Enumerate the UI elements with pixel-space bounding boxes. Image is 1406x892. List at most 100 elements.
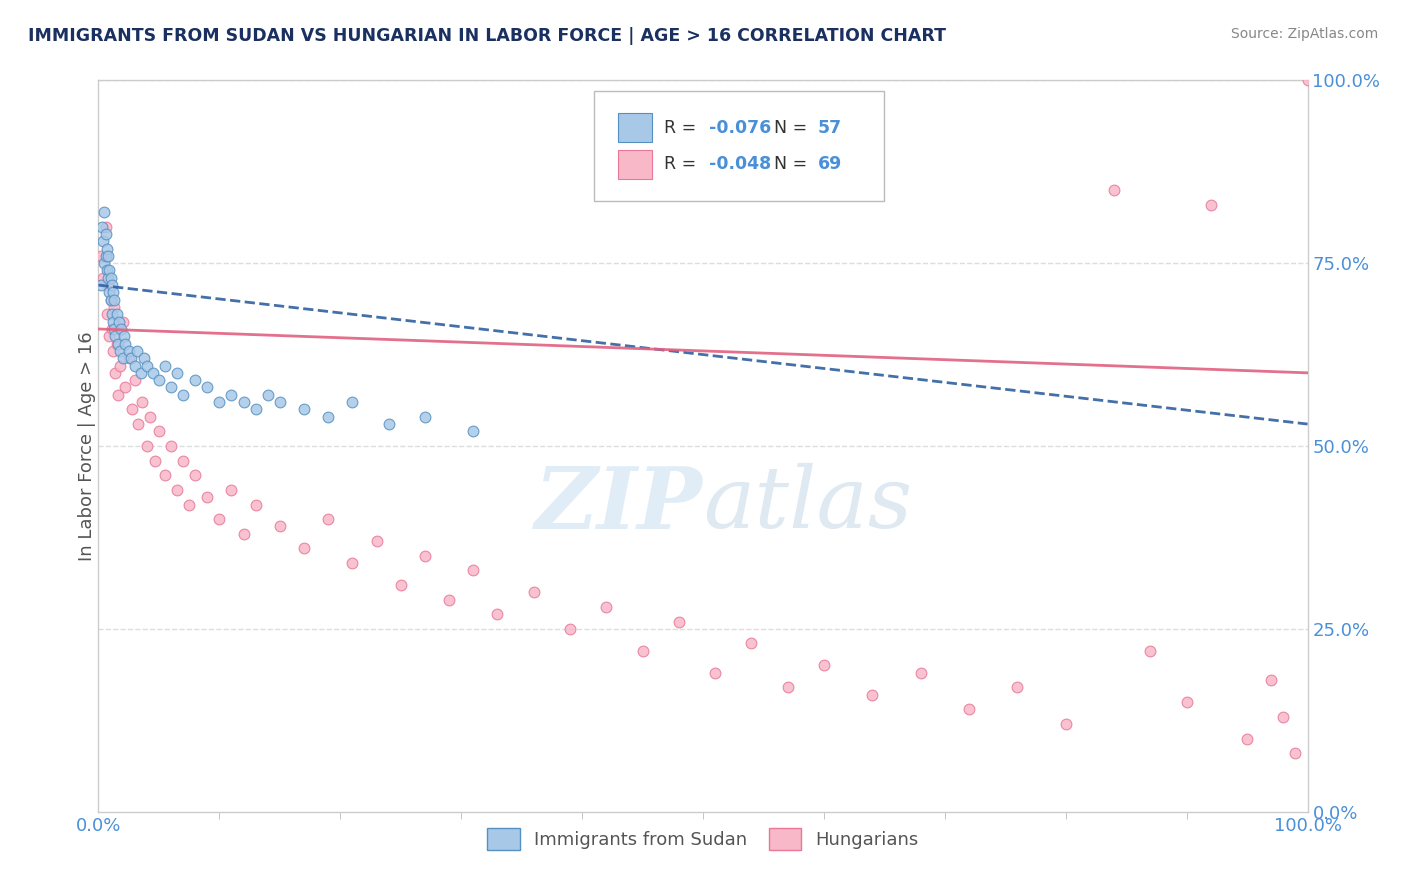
Point bbox=[98, 263, 121, 277]
Point bbox=[135, 439, 157, 453]
Point bbox=[437, 592, 460, 607]
Point bbox=[1199, 197, 1222, 211]
Point bbox=[118, 343, 141, 358]
Point bbox=[143, 453, 166, 467]
Point bbox=[269, 395, 291, 409]
Point bbox=[153, 359, 176, 373]
Point bbox=[104, 366, 127, 380]
Point bbox=[118, 351, 141, 366]
Point bbox=[94, 227, 117, 241]
Point bbox=[100, 293, 122, 307]
Point bbox=[90, 278, 112, 293]
Point bbox=[245, 498, 267, 512]
Point bbox=[413, 549, 436, 563]
Point bbox=[96, 242, 118, 256]
FancyBboxPatch shape bbox=[595, 91, 884, 201]
Point bbox=[108, 359, 131, 373]
Point bbox=[179, 498, 201, 512]
Point bbox=[105, 307, 128, 321]
Point bbox=[96, 307, 118, 321]
Point bbox=[91, 234, 114, 248]
Point bbox=[100, 278, 122, 293]
Point bbox=[1054, 717, 1077, 731]
Point bbox=[1272, 709, 1295, 723]
Y-axis label: In Labor Force | Age > 16: In Labor Force | Age > 16 bbox=[79, 331, 96, 561]
Point bbox=[124, 373, 146, 387]
Point bbox=[103, 300, 125, 314]
Point bbox=[631, 644, 654, 658]
Point bbox=[97, 278, 120, 293]
Point bbox=[208, 395, 231, 409]
Point bbox=[910, 665, 932, 680]
Point bbox=[120, 351, 142, 366]
Point bbox=[463, 425, 485, 439]
Text: IMMIGRANTS FROM SUDAN VS HUNGARIAN IN LABOR FORCE | AGE > 16 CORRELATION CHART: IMMIGRANTS FROM SUDAN VS HUNGARIAN IN LA… bbox=[28, 27, 946, 45]
Point bbox=[957, 702, 980, 716]
Point bbox=[245, 402, 267, 417]
Point bbox=[93, 256, 115, 270]
Point bbox=[111, 315, 134, 329]
Point bbox=[316, 512, 339, 526]
Point bbox=[558, 622, 581, 636]
Point bbox=[172, 453, 194, 467]
Point bbox=[1102, 183, 1125, 197]
Point bbox=[232, 526, 254, 541]
Point bbox=[96, 263, 118, 277]
Point bbox=[105, 336, 128, 351]
Text: -0.076: -0.076 bbox=[709, 119, 772, 136]
Text: 69: 69 bbox=[818, 155, 842, 173]
Point bbox=[142, 366, 165, 380]
Point bbox=[704, 665, 727, 680]
FancyBboxPatch shape bbox=[619, 113, 652, 143]
Point bbox=[97, 249, 120, 263]
Point bbox=[668, 615, 690, 629]
Point bbox=[134, 351, 156, 366]
Point bbox=[91, 270, 114, 285]
Point bbox=[93, 205, 115, 219]
Point bbox=[166, 366, 188, 380]
Point bbox=[153, 468, 176, 483]
Point bbox=[103, 293, 125, 307]
Point bbox=[111, 351, 134, 366]
Point bbox=[860, 688, 883, 702]
Point bbox=[208, 512, 231, 526]
Point bbox=[100, 307, 122, 321]
Point bbox=[94, 249, 117, 263]
Text: N =: N = bbox=[763, 119, 813, 136]
Point bbox=[740, 636, 762, 650]
Point bbox=[292, 541, 315, 556]
Point bbox=[148, 425, 170, 439]
Point bbox=[377, 417, 399, 431]
Point bbox=[195, 490, 218, 504]
Point bbox=[114, 380, 136, 394]
Point bbox=[166, 483, 188, 497]
Point bbox=[813, 658, 835, 673]
Point bbox=[389, 578, 412, 592]
Point bbox=[195, 380, 218, 394]
Point bbox=[160, 380, 183, 394]
Point bbox=[316, 409, 339, 424]
Point bbox=[121, 402, 143, 417]
Text: ZIP: ZIP bbox=[536, 463, 703, 546]
Point bbox=[413, 409, 436, 424]
Point bbox=[91, 219, 114, 234]
Point bbox=[100, 322, 122, 336]
Point bbox=[101, 315, 124, 329]
Point bbox=[184, 373, 207, 387]
Point bbox=[232, 395, 254, 409]
Point bbox=[172, 388, 194, 402]
Point bbox=[104, 329, 127, 343]
Point bbox=[148, 373, 170, 387]
Point bbox=[101, 285, 124, 300]
Text: Source: ZipAtlas.com: Source: ZipAtlas.com bbox=[1230, 27, 1378, 41]
Text: -0.048: -0.048 bbox=[709, 155, 772, 173]
Point bbox=[366, 534, 388, 549]
Point bbox=[129, 366, 152, 380]
Text: 57: 57 bbox=[818, 119, 842, 136]
Point bbox=[98, 329, 121, 343]
Point bbox=[184, 468, 207, 483]
Point bbox=[595, 599, 617, 614]
Point bbox=[97, 270, 120, 285]
Point bbox=[342, 556, 364, 570]
Point bbox=[486, 607, 509, 622]
